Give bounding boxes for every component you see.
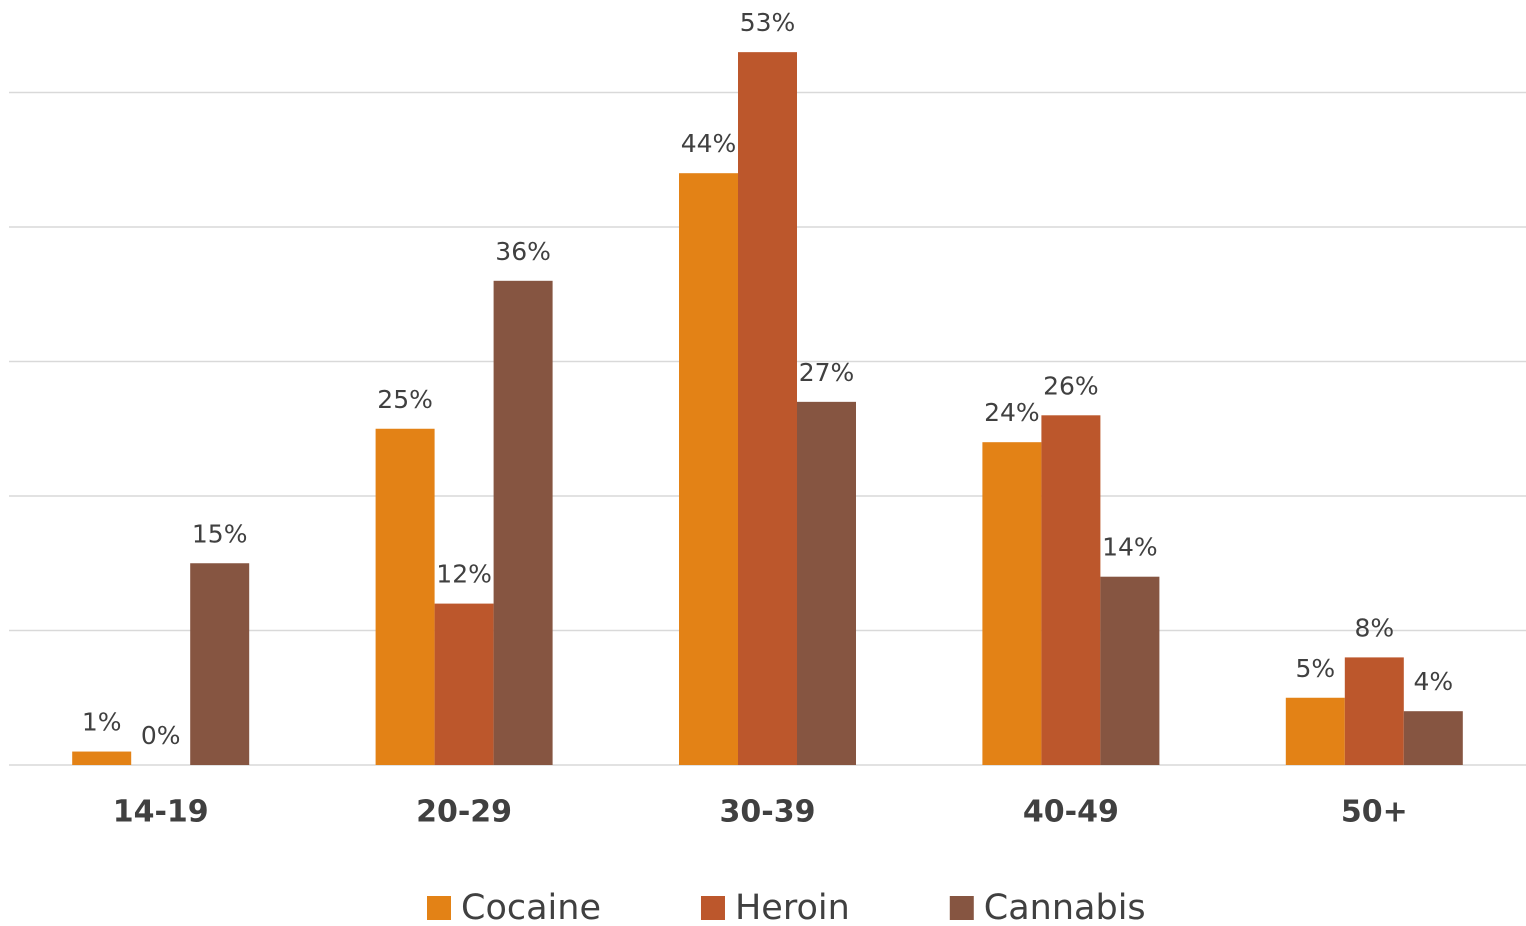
bar [190,563,250,765]
bar [434,603,494,765]
legend-label: Cocaine [461,888,601,926]
bar [493,280,553,765]
x-tick-label: 50+ [1341,795,1408,830]
x-tick-label: 30-39 [720,795,816,830]
data-label: 25% [377,385,433,414]
legend-swatch [427,896,451,920]
data-label: 26% [1043,371,1099,400]
data-label: 4% [1413,667,1453,696]
data-label: 0% [141,721,181,750]
data-label: 12% [436,560,492,589]
bar [1041,415,1101,765]
data-label: 5% [1295,654,1335,683]
legend-label: Heroin [735,888,850,926]
data-label: 8% [1354,613,1394,642]
data-label: 1% [82,708,122,737]
legend-swatch [700,896,725,920]
data-label: 27% [799,358,855,387]
legend-swatch [949,896,974,920]
bar [982,442,1042,765]
bar [1285,697,1345,765]
data-label: 15% [192,519,248,548]
bar [1100,576,1160,765]
legend-label: Cannabis [984,888,1146,926]
x-tick-label: 14-19 [113,795,209,830]
x-tick-label: 20-29 [416,795,512,830]
bar [738,52,797,765]
data-label: 53% [740,8,796,37]
x-tick-label: 40-49 [1023,795,1119,830]
data-label: 24% [984,398,1040,427]
data-label: 44% [681,129,737,158]
bar [1344,657,1404,765]
bar [1403,711,1463,765]
bar [679,173,738,765]
bar [375,428,435,765]
bar [72,751,132,765]
bar [797,401,856,765]
data-label: 36% [495,237,551,266]
data-label: 14% [1102,533,1158,562]
